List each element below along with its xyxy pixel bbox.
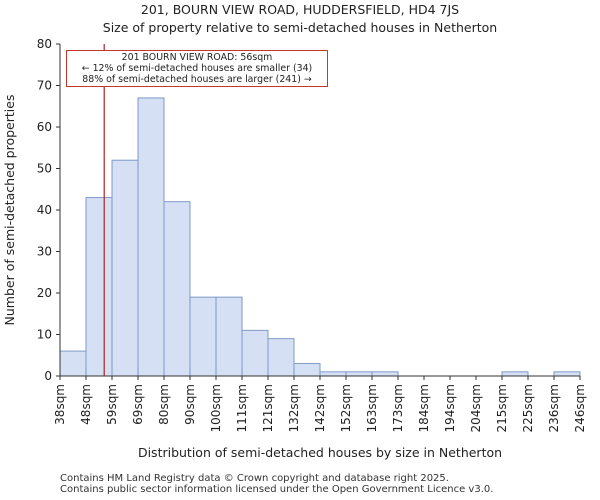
footer-line-2: Contains public sector information licen… bbox=[60, 484, 494, 495]
x-tick-label: 111sqm bbox=[235, 384, 249, 432]
x-tick-label: 184sqm bbox=[417, 384, 431, 432]
y-tick-label: 40 bbox=[37, 203, 52, 217]
histogram-bar bbox=[293, 363, 321, 377]
histogram-bar bbox=[111, 159, 139, 377]
histogram-bar bbox=[501, 371, 529, 377]
y-tick-label: 60 bbox=[37, 120, 52, 134]
x-tick-label: 90sqm bbox=[183, 384, 197, 425]
property-annotation-box: 201 BOURN VIEW ROAD: 56sqm ← 12% of semi… bbox=[66, 50, 328, 87]
footer-line-1: Contains HM Land Registry data © Crown c… bbox=[60, 473, 449, 484]
x-tick-label: 236sqm bbox=[547, 384, 561, 432]
y-tick-label: 10 bbox=[37, 328, 52, 342]
x-tick-label: 80sqm bbox=[157, 384, 171, 425]
x-tick-label: 59sqm bbox=[105, 384, 119, 425]
histogram-bar bbox=[241, 329, 269, 377]
x-tick-label: 100sqm bbox=[209, 384, 223, 432]
histogram-bar bbox=[267, 338, 295, 377]
y-tick-label: 30 bbox=[37, 245, 52, 259]
chart-title: 201, BOURN VIEW ROAD, HUDDERSFIELD, HD4 … bbox=[140, 2, 460, 17]
histogram-bar bbox=[319, 371, 347, 377]
y-tick-label: 0 bbox=[44, 369, 52, 383]
x-tick-label: 215sqm bbox=[495, 384, 509, 432]
histogram-bar bbox=[59, 350, 87, 377]
x-tick-label: 173sqm bbox=[391, 384, 405, 432]
y-tick-label: 50 bbox=[37, 162, 52, 176]
x-tick-label: 38sqm bbox=[53, 384, 67, 425]
x-tick-label: 152sqm bbox=[339, 384, 353, 432]
chart-subtitle: Size of property relative to semi-detach… bbox=[102, 20, 498, 35]
histogram-bar bbox=[215, 296, 243, 377]
annotation-line-2: ← 12% of semi-detached houses are smalle… bbox=[81, 63, 313, 74]
histogram-bar bbox=[371, 371, 399, 377]
histogram-bar bbox=[189, 296, 217, 377]
histogram-bar bbox=[137, 97, 165, 377]
annotation-line-3: 88% of semi-detached houses are larger (… bbox=[82, 74, 312, 85]
x-tick-label: 48sqm bbox=[79, 384, 93, 425]
y-tick-label: 70 bbox=[37, 79, 52, 93]
x-tick-label: 142sqm bbox=[313, 384, 327, 432]
histogram-bar bbox=[553, 371, 581, 377]
y-tick-label: 20 bbox=[37, 286, 52, 300]
histogram-bar bbox=[163, 201, 191, 377]
x-tick-label: 225sqm bbox=[521, 384, 535, 432]
x-tick-label: 246sqm bbox=[573, 384, 587, 432]
x-tick-label: 69sqm bbox=[131, 384, 145, 425]
x-axis-label: Distribution of semi-detached houses by … bbox=[138, 445, 502, 460]
x-tick-label: 194sqm bbox=[443, 384, 457, 432]
x-tick-label: 163sqm bbox=[365, 384, 379, 432]
y-tick-label: 80 bbox=[37, 37, 52, 51]
histogram-bar bbox=[85, 197, 113, 377]
x-tick-label: 204sqm bbox=[469, 384, 483, 432]
x-tick-label: 121sqm bbox=[261, 384, 275, 432]
annotation-line-1: 201 BOURN VIEW ROAD: 56sqm bbox=[121, 52, 273, 63]
x-tick-label: 132sqm bbox=[287, 384, 301, 432]
histogram-bar bbox=[345, 371, 373, 377]
y-axis-label: Number of semi-detached properties bbox=[2, 95, 17, 326]
